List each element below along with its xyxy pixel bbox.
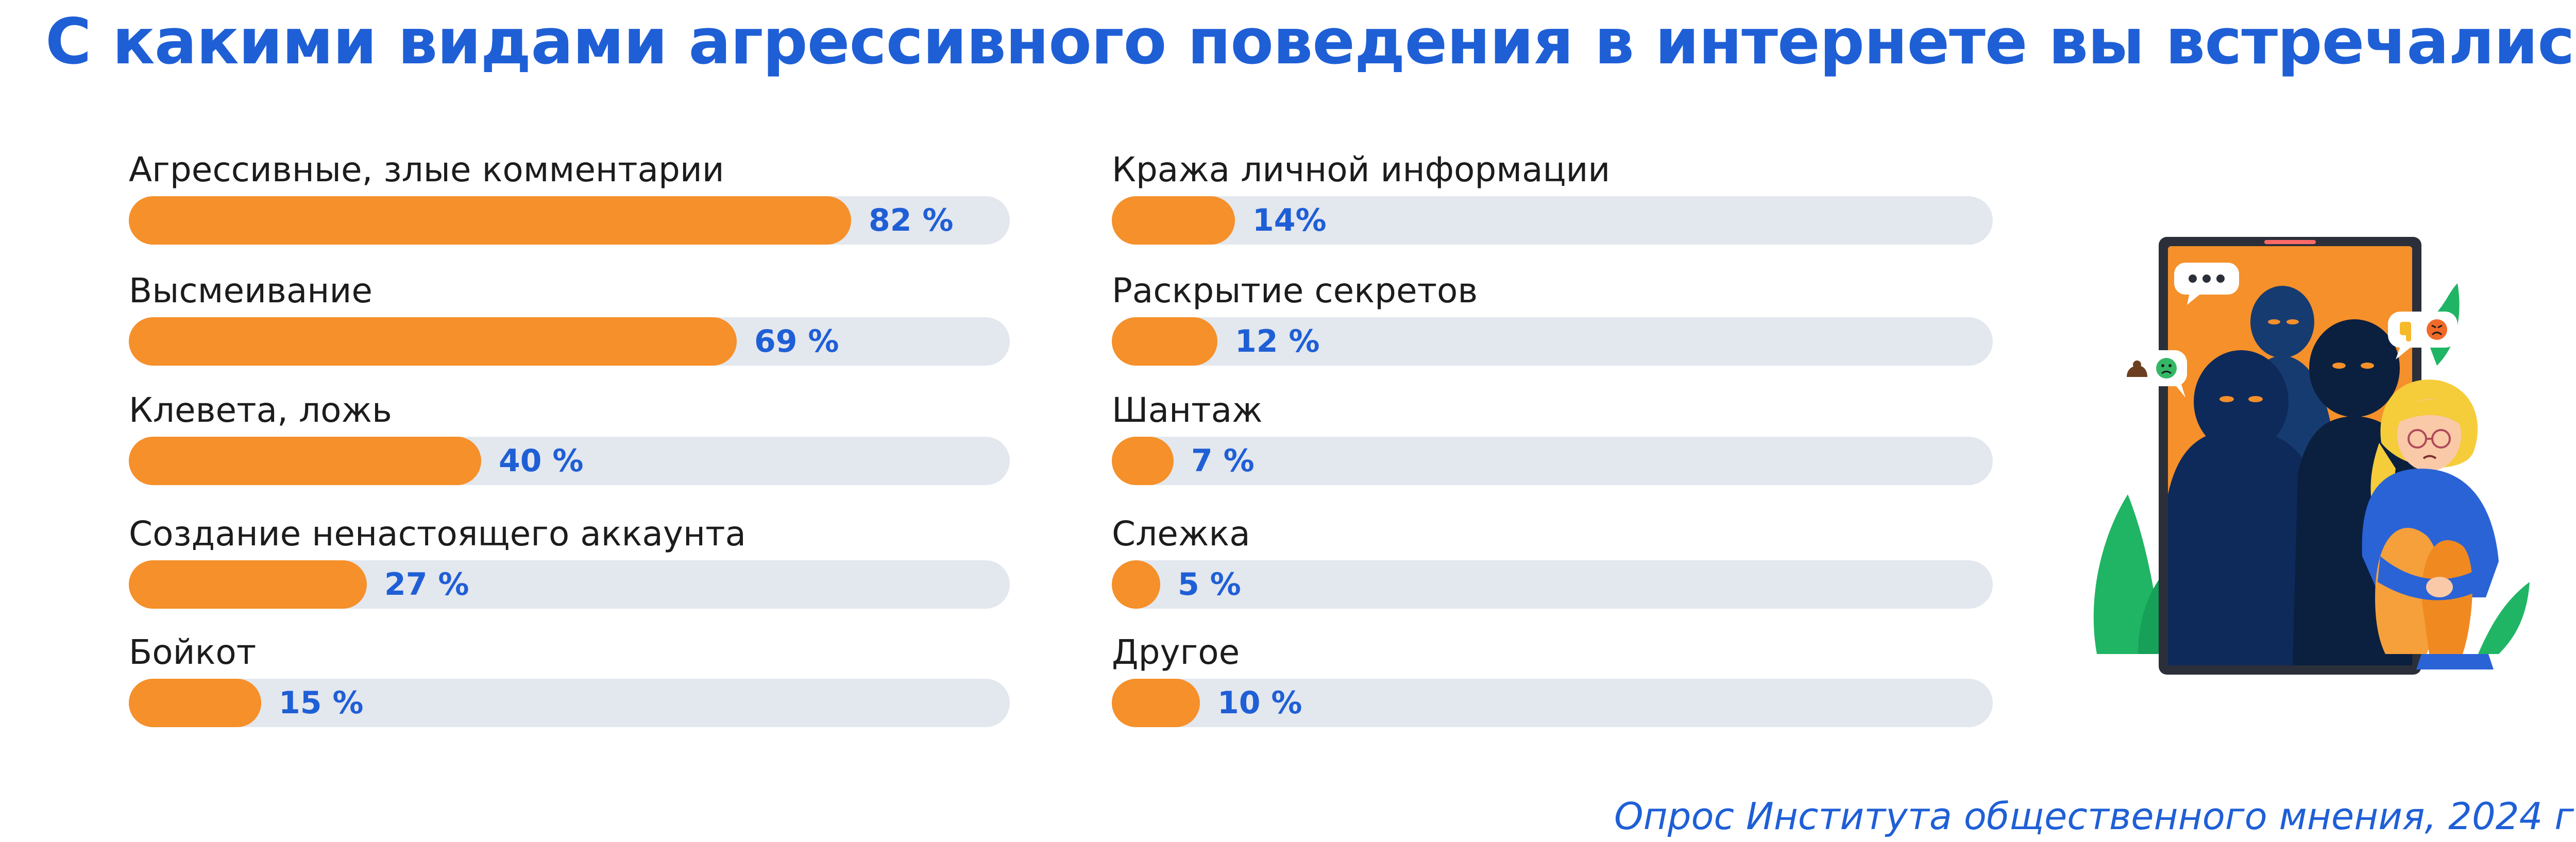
bar-row: Другое 10 % xyxy=(1112,629,1993,727)
bar-value-label: 10 % xyxy=(1217,685,1302,721)
bar-track: 12 % xyxy=(1112,317,1993,366)
bar-category-label: Высмеивание xyxy=(129,271,372,311)
bar xyxy=(1112,560,1160,609)
chart-title: С какими видами агрессивного поведения в… xyxy=(45,5,2576,78)
bar-category-label: Агрессивные, злые комментарии xyxy=(129,150,724,190)
bar-row: Создание ненастоящего аккаунта 27 % xyxy=(129,511,1010,609)
bar-value-label: 12 % xyxy=(1235,323,1320,359)
bar-category-label: Кража личной информации xyxy=(1112,150,1611,190)
bar-value-label: 40 % xyxy=(499,443,584,479)
bar-value-label: 14% xyxy=(1252,202,1327,238)
bar-row: Высмеивание 69 % xyxy=(129,268,1010,366)
bar xyxy=(1112,679,1200,727)
bar xyxy=(129,679,261,727)
bar-value-label: 69 % xyxy=(754,323,839,359)
bar-row: Клевета, ложь 40 % xyxy=(129,387,1010,485)
bar-value-label: 7 % xyxy=(1191,443,1255,479)
cyberbullying-illustration xyxy=(2093,237,2530,675)
bar xyxy=(129,196,851,245)
bar-row: Бойкот 15 % xyxy=(129,629,1010,727)
bar-track: 40 % xyxy=(129,437,1010,485)
bar-row: Шантаж 7 % xyxy=(1112,387,1993,485)
bar-row: Раскрытие секретов 12 % xyxy=(1112,268,1993,366)
source-caption: Опрос Института общественного мнения, 20… xyxy=(1614,795,2576,838)
bar-category-label: Бойкот xyxy=(129,632,257,672)
bar xyxy=(129,317,737,366)
bar xyxy=(1112,437,1174,485)
bar-row: Агрессивные, злые комментарии 82 % xyxy=(129,147,1010,245)
bar-value-label: 5 % xyxy=(1178,566,1241,603)
bar-category-label: Слежка xyxy=(1112,514,1250,554)
bar-row: Кража личной информации 14% xyxy=(1112,147,1993,245)
bar-category-label: Клевета, ложь xyxy=(129,390,392,430)
bar xyxy=(129,560,367,609)
bar-track: 14% xyxy=(1112,196,1993,245)
bar-value-label: 15 % xyxy=(279,685,364,721)
bar-track: 82 % xyxy=(129,196,1010,245)
bar-category-label: Создание ненастоящего аккаунта xyxy=(129,514,746,554)
bar-track: 15 % xyxy=(129,679,1010,727)
bar-category-label: Другое xyxy=(1112,632,1240,672)
bar-category-label: Шантаж xyxy=(1112,390,1263,430)
bar-row: Слежка 5 % xyxy=(1112,511,1993,609)
bar xyxy=(1112,196,1235,245)
bar-track: 7 % xyxy=(1112,437,1993,485)
bar-value-label: 27 % xyxy=(384,566,469,603)
bar-track: 27 % xyxy=(129,560,1010,609)
bar-category-label: Раскрытие секретов xyxy=(1112,271,1478,311)
bar-value-label: 82 % xyxy=(869,202,954,238)
bar xyxy=(129,437,481,485)
bar xyxy=(1112,317,1217,366)
bar-track: 69 % xyxy=(129,317,1010,366)
bar-track: 10 % xyxy=(1112,679,1993,727)
bar-track: 5 % xyxy=(1112,560,1993,609)
